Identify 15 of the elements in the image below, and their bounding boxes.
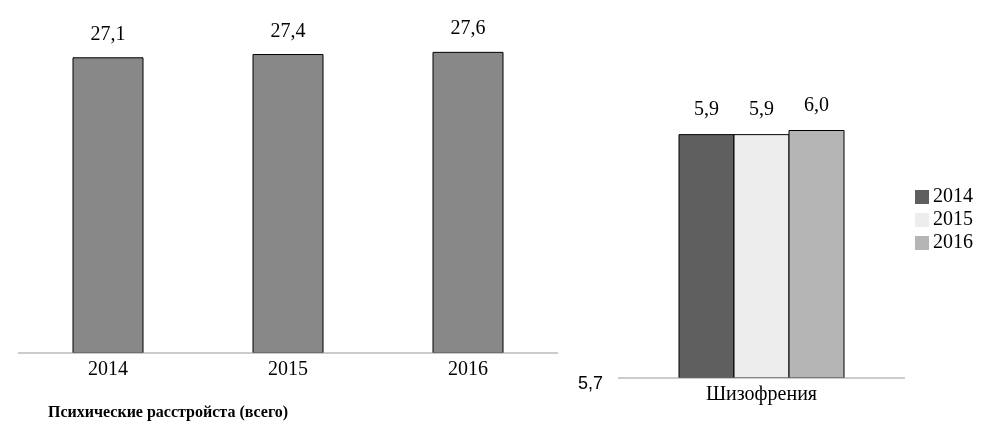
x-tick-label: 2014 xyxy=(88,357,128,380)
data-label: 27,1 xyxy=(90,21,126,44)
legend-label: 2016 xyxy=(933,229,973,252)
legend-label: 2014 xyxy=(933,183,973,206)
data-label: 6,0 xyxy=(804,92,829,115)
x-tick-label: 2016 xyxy=(448,357,488,380)
data-label: 27,6 xyxy=(450,16,486,39)
x-tick-label: Шизофрения xyxy=(705,382,818,406)
text: 5,7 xyxy=(578,373,604,394)
legend-label: 2015 xyxy=(933,206,973,229)
data-label: 5,9 xyxy=(694,96,719,119)
x-axis-title: Психические расстройста (всего) xyxy=(47,403,290,421)
data-label: 5,9 xyxy=(749,96,774,119)
data-label: 27,4 xyxy=(270,18,306,41)
x-tick-label: 2015 xyxy=(268,357,308,380)
